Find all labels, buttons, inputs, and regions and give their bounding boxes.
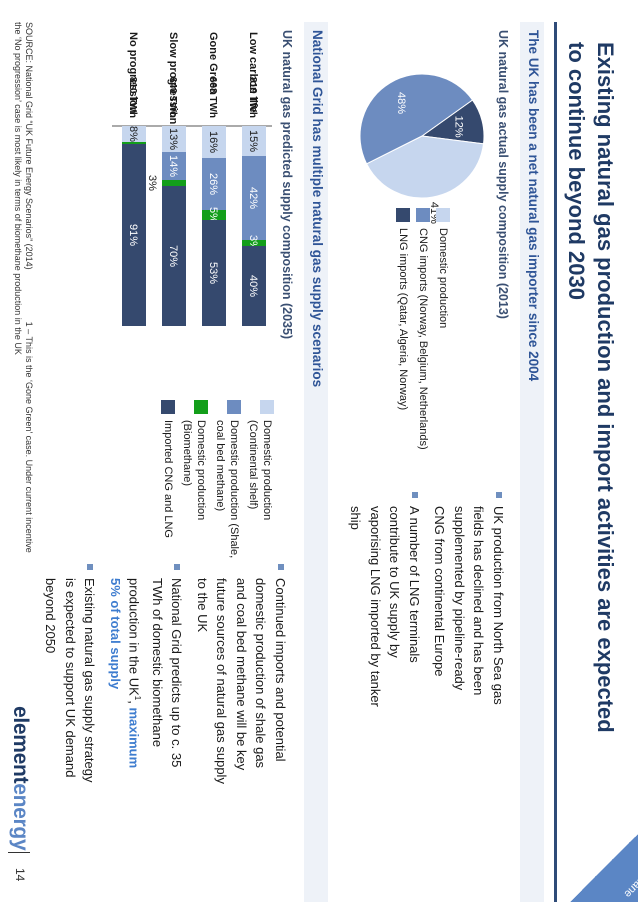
legend-label: Domestic production (Continental shelf) xyxy=(247,420,273,521)
bar-segment-label: 16% xyxy=(207,131,219,153)
pie-slice xyxy=(365,135,485,199)
bar-segment xyxy=(162,180,186,186)
bullet-text: Continued imports and potential domestic… xyxy=(195,578,288,784)
bar-segment xyxy=(162,126,186,152)
bar-segment-label: 53% xyxy=(207,262,219,284)
bullet: Continued imports and potential domestic… xyxy=(193,564,291,790)
section1-bullets: UK production from North Sea gas fields … xyxy=(346,492,508,712)
section2-title: National Grid has multiple natural gas s… xyxy=(310,30,325,388)
legend-label: Imported CNG and LNG xyxy=(162,420,174,538)
bar-total-label: 810 TWh xyxy=(127,77,138,118)
bullet-marker xyxy=(412,492,418,498)
bar-segment xyxy=(122,142,146,144)
pie-chart-2013: 12%41%48% xyxy=(359,73,485,224)
legend-label: Domestic production (Shale, coal bed met… xyxy=(214,420,240,559)
page-number: 14 xyxy=(13,868,27,882)
legend-swatch xyxy=(396,208,410,222)
bar-segment xyxy=(122,126,146,142)
bar-segment xyxy=(162,152,186,180)
bar-segment xyxy=(242,246,266,326)
logo-text-1: element xyxy=(9,706,32,784)
bar-segment xyxy=(202,220,226,326)
section2-bullets: Continued imports and potential domestic… xyxy=(41,564,290,790)
pie-slice-label: 48% xyxy=(395,92,407,114)
bar-segment-label: 3% xyxy=(146,175,158,191)
bar-segment xyxy=(162,186,186,326)
bar-segment xyxy=(202,210,226,220)
legend-swatch xyxy=(227,400,241,414)
bar-segment xyxy=(242,240,266,246)
legend-item-cng: CNG imports (Norway, Belgium, Netherland… xyxy=(416,208,430,458)
legend-item-lng: LNG imports (Qatar, Algeria, Norway) xyxy=(396,208,410,458)
bar-segment-label: 15% xyxy=(247,130,259,152)
pie-slice xyxy=(359,73,474,165)
footer-note-2: the ‘No progression’ case is most likely… xyxy=(13,22,23,355)
legend-item-biomethane: Domestic production (Biomethane) xyxy=(180,400,208,570)
legend-item-imported: Imported CNG and LNG xyxy=(161,400,175,570)
legend-label: LNG imports (Qatar, Algeria, Norway) xyxy=(397,228,409,411)
bar-segment xyxy=(242,156,266,240)
bar-segment-label: 70% xyxy=(167,245,179,267)
legend-item-continental: Domestic production (Continental shelf) xyxy=(246,400,274,570)
footer-source: SOURCE: National Grid “UK Future Energy … xyxy=(24,22,34,270)
bullet-marker xyxy=(496,492,502,498)
legend-swatch xyxy=(260,400,274,414)
bar-category-label: Slow progression xyxy=(167,32,179,125)
legend-label: Domestic production xyxy=(437,228,449,329)
bar-segment-label: 26% xyxy=(207,173,219,195)
section2-legend: Domestic production (Continental shelf) … xyxy=(161,400,274,570)
bullet-marker xyxy=(174,564,181,570)
bar-segment xyxy=(202,126,226,158)
bar-segment xyxy=(242,126,266,156)
page-title: Existing natural gas production and impo… xyxy=(564,42,618,733)
legend-swatch xyxy=(161,400,175,414)
stacked-bar-chart-2035: 819 TWh 15% 42% 3% 40% 668 TWh 16% 26% 5% 53% 640 … xyxy=(112,32,272,326)
bullet-text: Existing natural gas supply strategy is … xyxy=(43,578,98,783)
bar-segment-label: 14% xyxy=(167,155,179,177)
bar-category-label: No progression xyxy=(127,32,139,114)
company-logo: elementenergy xyxy=(8,706,32,850)
pie-slice-label: 12% xyxy=(452,116,464,138)
bullet-text: A number of LNG terminals contribute to … xyxy=(348,506,423,707)
footer: SOURCE: National Grid “UK Future Energy … xyxy=(12,22,34,553)
bar-segment-label: 5% xyxy=(207,207,219,223)
bar-segment-label: 13% xyxy=(167,128,179,150)
bullet-marker xyxy=(87,564,94,570)
section1-legend: Domestic production CNG imports (Norway,… xyxy=(396,208,450,458)
bar-segment-label: 40% xyxy=(247,275,259,297)
bar-total-label: 640 TWh xyxy=(167,77,178,118)
bullet-text: UK production from North Sea gas fields … xyxy=(432,506,507,705)
legend-label: Domestic production (Biomethane) xyxy=(181,420,207,521)
bar-segment-label: 42% xyxy=(247,187,259,209)
logo-text-2: energy xyxy=(9,783,32,851)
bar-segment xyxy=(202,158,226,210)
legend-swatch xyxy=(416,208,430,222)
legend-label: CNG imports (Norway, Belgium, Netherland… xyxy=(417,228,429,450)
bullet-marker xyxy=(278,564,284,570)
page-number-divider xyxy=(8,852,30,853)
legend-swatch xyxy=(436,208,450,222)
bar-total-label: 668 TWh xyxy=(207,77,218,118)
bar-category-label: Low carbon life xyxy=(247,32,259,113)
section1-title: The UK has been a net natural gas import… xyxy=(526,30,541,382)
section2-subtitle: UK natural gas predicted supply composit… xyxy=(280,30,294,340)
legend-swatch xyxy=(194,400,208,414)
bar-segment-label: 8% xyxy=(127,126,139,142)
bar-total-label: 819 TWh xyxy=(247,77,258,118)
bar-segment xyxy=(122,144,146,326)
section1-subtitle: UK natural gas actual supply composition… xyxy=(496,30,510,319)
bar-category-label: Gone Green xyxy=(207,32,219,95)
bar-segment-label: 91% xyxy=(127,224,139,246)
legend-item-shale: Domestic production (Shale, coal bed met… xyxy=(213,400,241,570)
bullet: A number of LNG terminals contribute to … xyxy=(346,492,424,712)
bullet: Existing natural gas supply strategy is … xyxy=(41,564,100,790)
bullet: UK production from North Sea gas fields … xyxy=(430,492,508,712)
footer-note: 1 – This is the ‘Gone Green’ case. Under… xyxy=(24,321,34,553)
bullet: National Grid predicts up to c. 35 TWh o… xyxy=(105,564,186,790)
legend-item-domestic: Domestic production xyxy=(436,208,450,458)
title-divider xyxy=(554,22,557,902)
